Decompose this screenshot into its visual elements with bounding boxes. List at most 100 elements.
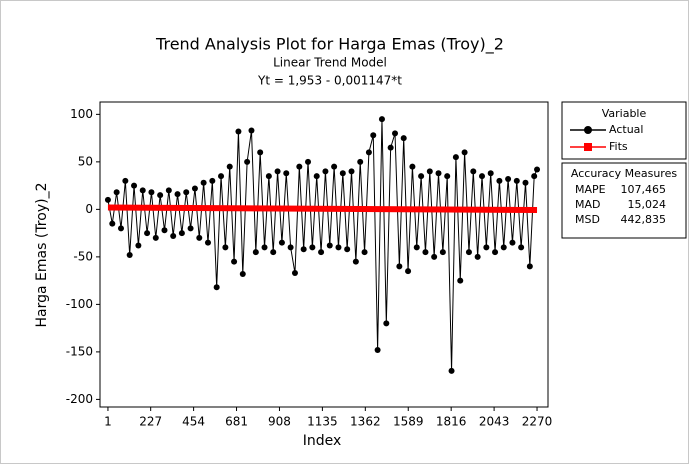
actual-point [165, 187, 172, 194]
actual-point [405, 268, 412, 275]
actual-point [374, 346, 381, 353]
actual-point [104, 196, 111, 203]
actual-point [392, 130, 399, 137]
actual-point [187, 225, 194, 232]
actual-point [318, 249, 325, 256]
actual-point [122, 177, 129, 184]
y-tick-label: 0 [85, 202, 93, 216]
actual-point [139, 187, 146, 194]
legend-label: Fits [609, 140, 628, 153]
actual-point [131, 182, 138, 189]
accuracy-box [561, 162, 687, 239]
actual-point [439, 249, 446, 256]
actual-point [335, 244, 342, 251]
actual-point [348, 168, 355, 175]
actual-point [183, 189, 190, 196]
accuracy-value: 107,465 [621, 183, 667, 196]
y-tick-label: -100 [66, 297, 93, 311]
actual-point [474, 253, 481, 260]
actual-point [196, 234, 203, 241]
actual-point [235, 128, 242, 135]
actual-point [344, 246, 351, 253]
actual-point [278, 239, 285, 246]
actual-point [313, 173, 320, 180]
actual-point [305, 158, 312, 165]
accuracy-name: MAPE [575, 183, 606, 196]
actual-point [444, 173, 451, 180]
actual-point [309, 244, 316, 251]
x-tick-label: 1135 [307, 415, 338, 429]
actual-point [505, 175, 512, 182]
x-tick-label: 681 [225, 415, 248, 429]
actual-point [500, 244, 507, 251]
actual-point [509, 239, 516, 246]
y-tick-label: 100 [70, 107, 93, 121]
actual-point [465, 249, 472, 256]
actual-point [365, 149, 372, 156]
accuracy-name: MSD [575, 213, 600, 226]
actual-point [152, 234, 159, 241]
actual-point [487, 170, 494, 177]
actual-point [226, 163, 233, 170]
accuracy-value: 442,835 [621, 213, 667, 226]
actual-point [270, 249, 277, 256]
actual-point [157, 192, 164, 199]
actual-point [117, 225, 124, 232]
actual-point [452, 154, 459, 161]
chart-title: Trend Analysis Plot for Harga Emas (Troy… [155, 35, 504, 55]
actual-point [483, 244, 490, 251]
actual-point [113, 189, 120, 196]
actual-point [409, 163, 416, 170]
actual-point [244, 158, 251, 165]
actual-point [248, 127, 255, 134]
y-tick-label: -50 [73, 249, 93, 263]
actual-point [526, 263, 533, 270]
x-tick-label: 227 [139, 415, 162, 429]
actual-point [431, 253, 438, 260]
actual-point [426, 168, 433, 175]
x-tick-label: 1816 [436, 415, 467, 429]
actual-point [352, 258, 359, 265]
plot-area [99, 101, 549, 408]
x-tick-label: 1 [104, 415, 112, 429]
actual-point [435, 170, 442, 177]
actual-point [300, 246, 307, 253]
actual-point [496, 177, 503, 184]
accuracy-value: 15,024 [628, 198, 667, 211]
actual-point [531, 173, 538, 180]
actual-point [296, 163, 303, 170]
actual-point [218, 173, 225, 180]
actual-point [470, 168, 477, 175]
y-tick-label: -150 [66, 344, 93, 358]
actual-point [534, 166, 541, 173]
actual-point [170, 232, 177, 239]
actual-point [361, 249, 368, 256]
actual-point [396, 263, 403, 270]
actual-point [252, 249, 259, 256]
actual-point [265, 173, 272, 180]
actual-point [200, 179, 207, 186]
x-tick-label: 1362 [350, 415, 381, 429]
fits-line [107, 204, 538, 213]
actual-point [522, 179, 529, 186]
actual-point [135, 242, 142, 249]
actual-point [213, 284, 220, 291]
actual-point [191, 185, 198, 192]
y-tick-label: 50 [78, 154, 93, 168]
actual-point [413, 244, 420, 251]
actual-point [209, 177, 216, 184]
actual-point [144, 230, 151, 237]
actual-point [148, 189, 155, 196]
actual-point [378, 116, 385, 123]
accuracy-name: MAD [575, 198, 601, 211]
actual-point [448, 367, 455, 374]
actual-point [126, 251, 133, 258]
actual-point [400, 135, 407, 142]
actual-point [178, 230, 185, 237]
legend-title: Variable [602, 107, 647, 120]
actual-point [231, 258, 238, 265]
actual-point [492, 249, 499, 256]
legend-label: Actual [609, 123, 643, 136]
